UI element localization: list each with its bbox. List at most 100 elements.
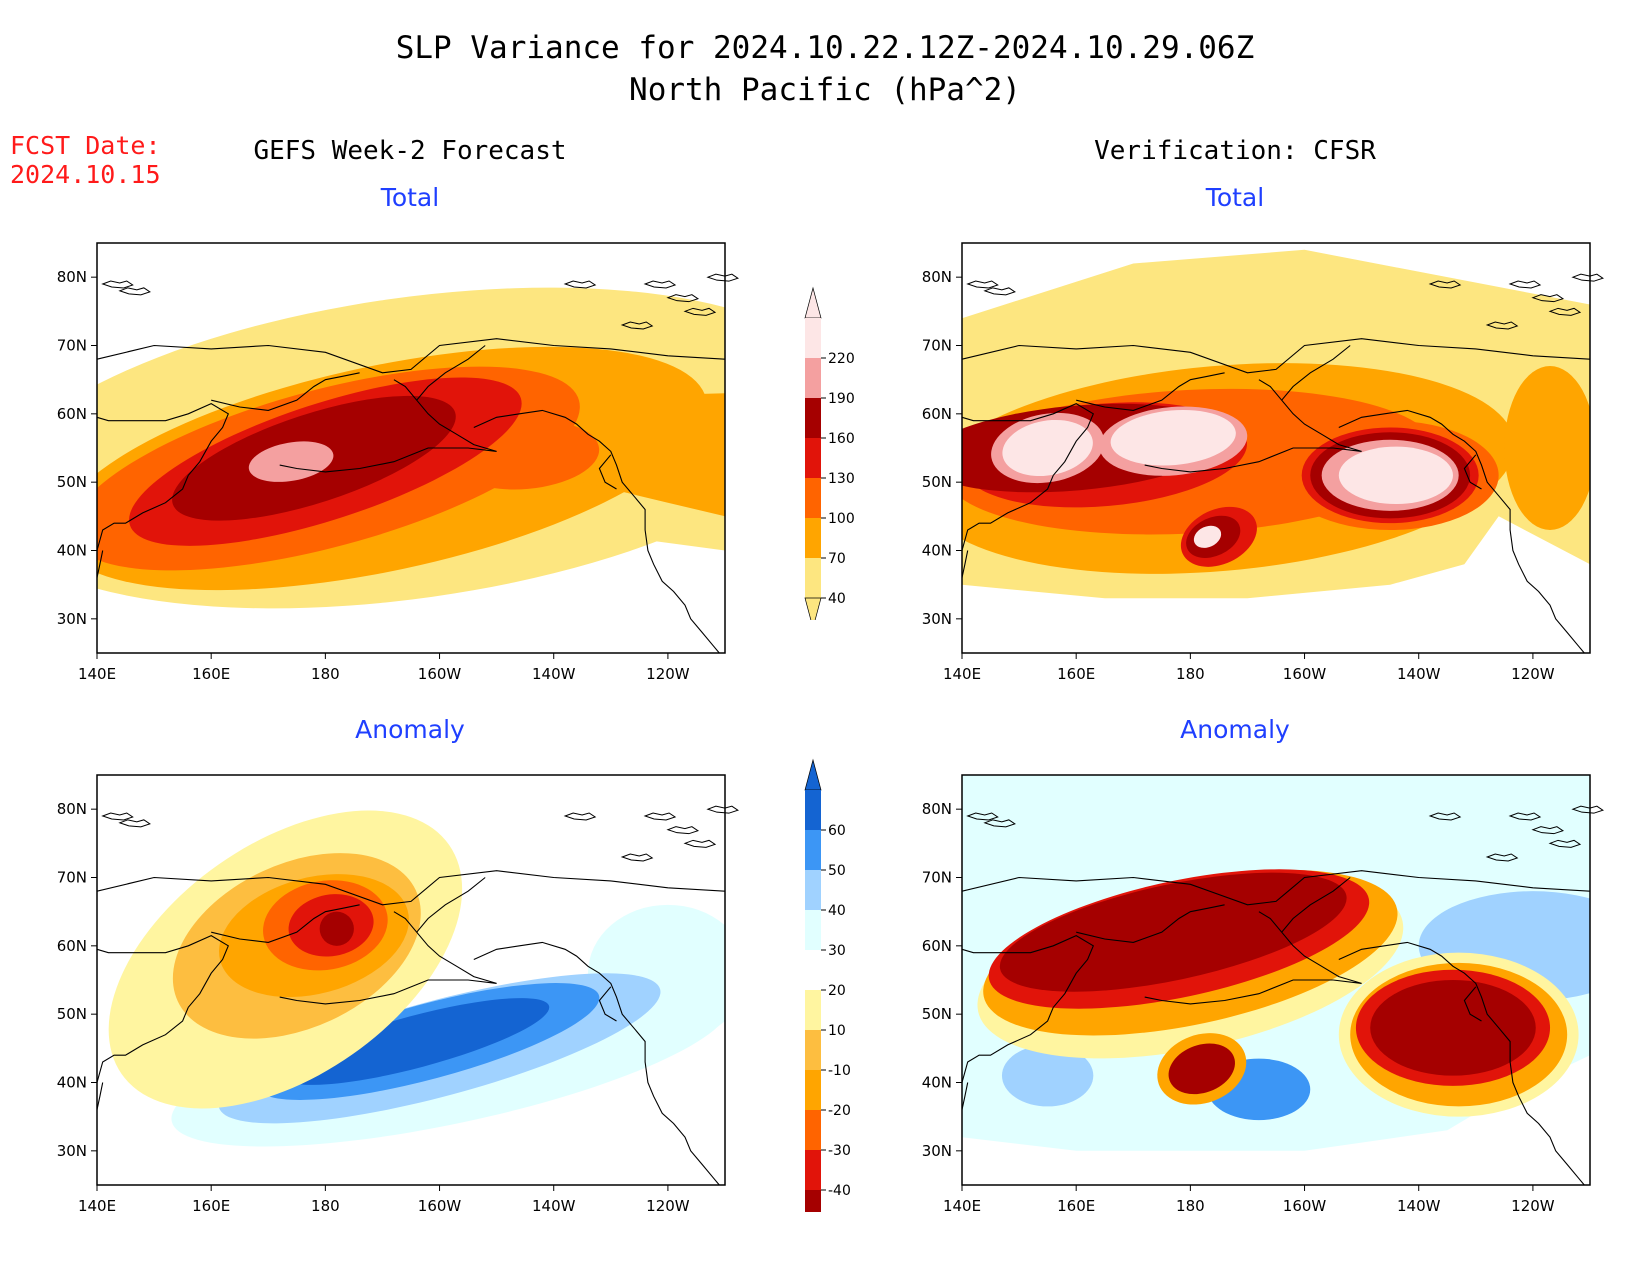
island-outline xyxy=(1428,812,1462,821)
lat-tick-label: 40N xyxy=(922,1074,952,1092)
colorbar-label: 20 xyxy=(828,983,846,999)
column-title-forecast: GEFS Week-2 Forecast xyxy=(253,136,567,166)
colorbar-cell xyxy=(805,1030,821,1070)
colorbar-label: 220 xyxy=(828,351,855,367)
island-outline xyxy=(1508,812,1542,821)
lat-tick-label: 50N xyxy=(57,1005,87,1023)
colorbar-label: 160 xyxy=(828,431,855,447)
colorbar-cell xyxy=(805,870,821,910)
anom-neg-20 xyxy=(1001,1044,1094,1107)
colorbar-cell xyxy=(805,318,821,358)
coastline xyxy=(473,409,720,654)
lon-tick-label: 160E xyxy=(1057,665,1095,683)
coastline xyxy=(961,870,1591,906)
anom-pos-60 xyxy=(319,911,354,946)
coastline xyxy=(961,402,1094,476)
map-verification-total: 140E 160E 180 160W 140W 120W 80N 70N 60N 50N 40N 30… xyxy=(922,242,1605,683)
lat-tick-label: 70N xyxy=(922,869,952,887)
lat-tick-label: 80N xyxy=(57,268,87,286)
colorbar-bottom-arrow xyxy=(804,597,822,620)
lon-tick-label: 120W xyxy=(1511,665,1555,683)
panel-title-forecast-anomaly: Anomaly xyxy=(355,715,465,744)
map-frame xyxy=(961,242,1591,654)
coastline xyxy=(96,402,229,476)
contour-220 xyxy=(1002,419,1093,477)
colorbar-label: 70 xyxy=(828,551,846,567)
colorbar-label: 10 xyxy=(828,1023,846,1039)
contour-70 xyxy=(1504,366,1590,530)
coastline xyxy=(96,1082,104,1110)
island-outline xyxy=(1548,839,1582,848)
colorbar-cell xyxy=(805,558,821,598)
lon-tick-label: 140E xyxy=(78,1197,116,1215)
colorbar-cell xyxy=(805,1110,821,1150)
colorbar-label: 60 xyxy=(828,823,846,839)
coastline xyxy=(598,986,617,1022)
lat-tick-label: 80N xyxy=(57,800,87,818)
coastline xyxy=(961,338,1591,374)
map-forecast-anomaly: 140E 160E 180 160W 140W 120W 80N 70N 60N 50N 40N 30… xyxy=(57,774,740,1215)
colorbar-total: 220 190 160 130 100 70 40 xyxy=(804,286,855,620)
map-verification-anomaly: 140E 160E 180 160W 140W 120W 80N 70N 60N 50N 40N 30… xyxy=(922,774,1605,1215)
island-outline xyxy=(1571,273,1605,282)
colorbar-label: 30 xyxy=(828,943,846,959)
coastline xyxy=(1281,345,1351,401)
island-outline xyxy=(706,273,740,282)
lat-tick-label: 80N xyxy=(922,268,952,286)
lat-tick-label: 50N xyxy=(57,473,87,491)
panel-title-verification-anomaly: Anomaly xyxy=(1180,715,1290,744)
lon-tick-label: 180 xyxy=(1176,1197,1205,1215)
coastline xyxy=(961,1082,969,1110)
lon-tick-label: 160E xyxy=(1057,1197,1095,1215)
coastline xyxy=(1338,409,1585,654)
lon-tick-label: 120W xyxy=(646,1197,690,1215)
lon-tick-label: 160W xyxy=(418,1197,462,1215)
island-outline xyxy=(706,805,740,814)
island-outline xyxy=(666,826,700,835)
coastline xyxy=(96,475,189,551)
lat-tick-label: 30N xyxy=(57,1142,87,1160)
map-frame xyxy=(96,774,726,1186)
map-frame xyxy=(961,774,1591,1186)
island-outline xyxy=(1485,321,1519,330)
island-outline xyxy=(966,280,999,289)
lat-tick-label: 50N xyxy=(922,1005,952,1023)
lon-tick-label: 160W xyxy=(418,665,462,683)
panel-title-verification-total: Total xyxy=(1205,183,1265,212)
coastline xyxy=(279,911,497,1005)
lon-tick-label: 140E xyxy=(78,665,116,683)
colorbar-cell xyxy=(805,790,821,830)
lon-tick-label: 140W xyxy=(1397,1197,1441,1215)
lon-tick-label: 140E xyxy=(943,665,981,683)
fcst-date-value: 2024.10.15 xyxy=(10,160,161,189)
lat-tick-label: 30N xyxy=(57,610,87,628)
lat-tick-label: 70N xyxy=(57,337,87,355)
island-outline xyxy=(1508,280,1542,289)
island-outline xyxy=(983,819,1016,828)
island-outline xyxy=(620,853,654,862)
panel-title-forecast-total: Total xyxy=(380,183,440,212)
lon-tick-label: 160E xyxy=(192,1197,230,1215)
coastline xyxy=(211,372,360,411)
coastline xyxy=(961,550,969,578)
coastline xyxy=(1076,904,1225,943)
lon-tick-label: 140W xyxy=(1397,665,1441,683)
lat-tick-label: 60N xyxy=(922,405,952,423)
lat-tick-label: 70N xyxy=(922,337,952,355)
coastline xyxy=(473,941,720,1186)
main-title: SLP Variance for 2024.10.22.12Z-2024.10.… xyxy=(395,30,1255,66)
island-outline xyxy=(101,812,134,821)
lat-tick-label: 40N xyxy=(57,1074,87,1092)
lon-tick-label: 160E xyxy=(192,665,230,683)
island-outline xyxy=(683,839,717,848)
map-frame xyxy=(96,242,726,654)
coastline xyxy=(598,454,617,490)
lat-tick-label: 60N xyxy=(57,937,87,955)
lon-tick-label: 140W xyxy=(532,665,576,683)
anom-pos-60 xyxy=(1168,1043,1235,1095)
colorbar-label: 100 xyxy=(828,511,855,527)
lat-tick-label: 40N xyxy=(57,542,87,560)
coastline xyxy=(96,870,726,906)
anom-pos-60 xyxy=(1370,980,1536,1076)
column-title-verification: Verification: CFSR xyxy=(1094,136,1376,166)
